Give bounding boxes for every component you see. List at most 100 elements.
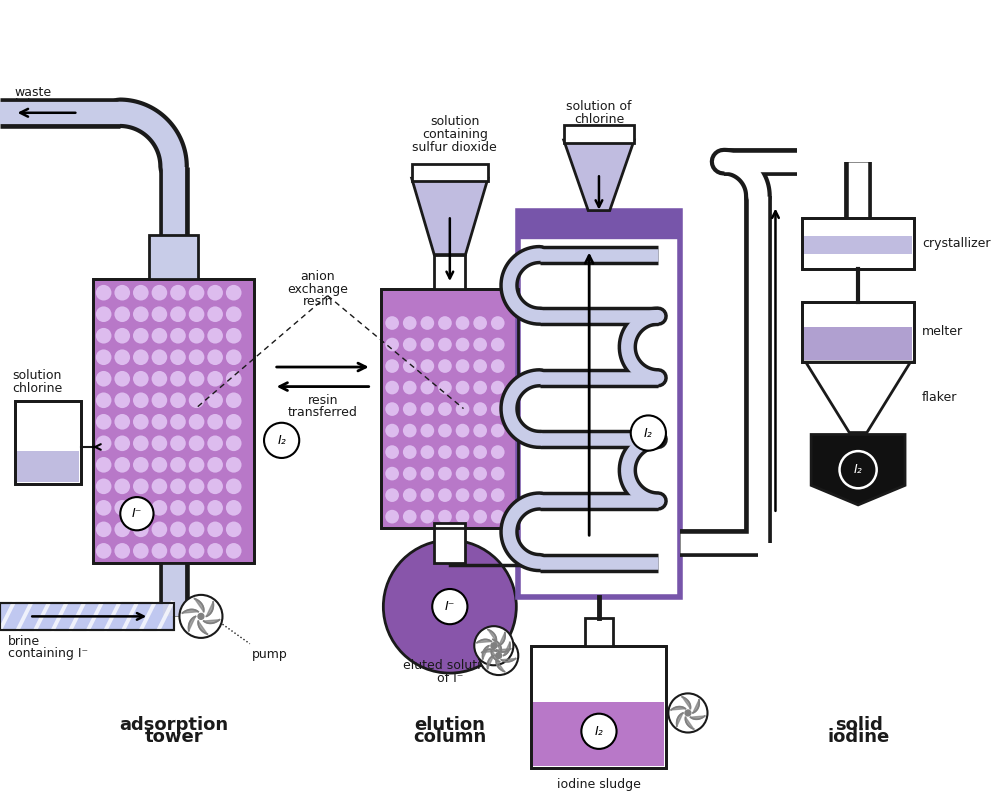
Polygon shape	[487, 655, 494, 669]
Text: resin: resin	[303, 296, 333, 308]
Text: I₂: I₂	[854, 463, 862, 476]
Circle shape	[491, 316, 505, 330]
Text: resin: resin	[307, 395, 338, 407]
Circle shape	[170, 500, 186, 515]
Circle shape	[438, 423, 452, 437]
Circle shape	[207, 414, 223, 430]
Circle shape	[189, 543, 204, 559]
Circle shape	[479, 636, 518, 675]
Circle shape	[385, 423, 399, 437]
Circle shape	[473, 360, 487, 373]
Circle shape	[189, 522, 204, 537]
Circle shape	[114, 328, 130, 344]
Circle shape	[385, 360, 399, 373]
Circle shape	[456, 423, 469, 437]
Circle shape	[114, 349, 130, 365]
Circle shape	[473, 510, 487, 523]
Circle shape	[403, 360, 417, 373]
Circle shape	[420, 360, 434, 373]
Circle shape	[96, 479, 111, 494]
Circle shape	[207, 479, 223, 494]
Circle shape	[385, 338, 399, 352]
Text: tower: tower	[145, 729, 203, 746]
Text: solution: solution	[430, 115, 479, 129]
Circle shape	[456, 488, 469, 502]
Circle shape	[170, 457, 186, 473]
Circle shape	[170, 349, 186, 365]
Circle shape	[170, 414, 186, 430]
Circle shape	[152, 500, 167, 515]
Text: transferred: transferred	[288, 406, 358, 419]
Circle shape	[133, 306, 149, 322]
Text: exchange: exchange	[287, 283, 348, 296]
Circle shape	[496, 653, 502, 658]
Circle shape	[96, 522, 111, 537]
Circle shape	[438, 467, 452, 480]
Circle shape	[152, 457, 167, 473]
Circle shape	[581, 714, 617, 749]
Circle shape	[403, 402, 417, 416]
Circle shape	[189, 435, 204, 451]
Text: column: column	[413, 729, 486, 746]
Circle shape	[198, 614, 204, 619]
Bar	[0, 602, 174, 630]
Circle shape	[491, 445, 505, 459]
Polygon shape	[482, 649, 496, 653]
Circle shape	[207, 500, 223, 515]
Bar	[149, 235, 198, 279]
Bar	[17, 451, 79, 483]
Circle shape	[473, 338, 487, 352]
Bar	[381, 288, 518, 528]
Circle shape	[420, 338, 434, 352]
Circle shape	[170, 522, 186, 537]
Circle shape	[207, 457, 223, 473]
Circle shape	[420, 488, 434, 502]
Circle shape	[207, 435, 223, 451]
Polygon shape	[811, 435, 905, 505]
Circle shape	[474, 626, 513, 666]
Circle shape	[207, 306, 223, 322]
Circle shape	[152, 414, 167, 430]
Circle shape	[456, 360, 469, 373]
Circle shape	[403, 510, 417, 523]
Circle shape	[189, 349, 204, 365]
Circle shape	[385, 510, 399, 523]
Circle shape	[189, 414, 204, 430]
Polygon shape	[206, 602, 213, 616]
Circle shape	[133, 414, 149, 430]
Circle shape	[473, 467, 487, 480]
Circle shape	[438, 316, 452, 330]
Circle shape	[170, 371, 186, 387]
Circle shape	[385, 488, 399, 502]
Text: anion: anion	[301, 270, 335, 283]
Polygon shape	[564, 140, 634, 211]
Bar	[93, 279, 254, 562]
Circle shape	[491, 467, 505, 480]
Circle shape	[420, 402, 434, 416]
Text: containing I⁻: containing I⁻	[8, 646, 88, 660]
Circle shape	[152, 435, 167, 451]
Circle shape	[170, 306, 186, 322]
Circle shape	[133, 479, 149, 494]
Polygon shape	[690, 716, 705, 719]
Polygon shape	[488, 630, 496, 642]
Circle shape	[152, 479, 167, 494]
Circle shape	[189, 371, 204, 387]
Bar	[381, 288, 518, 528]
Circle shape	[189, 500, 204, 515]
Circle shape	[473, 423, 487, 437]
Text: I₂: I₂	[644, 427, 653, 439]
Bar	[531, 646, 666, 768]
Circle shape	[420, 445, 434, 459]
Polygon shape	[188, 616, 196, 631]
Text: chlorine: chlorine	[13, 383, 63, 396]
Polygon shape	[198, 621, 207, 634]
Polygon shape	[491, 650, 500, 662]
Circle shape	[189, 285, 204, 300]
Circle shape	[226, 479, 242, 494]
Circle shape	[114, 457, 130, 473]
Circle shape	[114, 435, 130, 451]
Text: melter: melter	[922, 325, 963, 338]
Circle shape	[133, 392, 149, 408]
Circle shape	[264, 423, 299, 458]
